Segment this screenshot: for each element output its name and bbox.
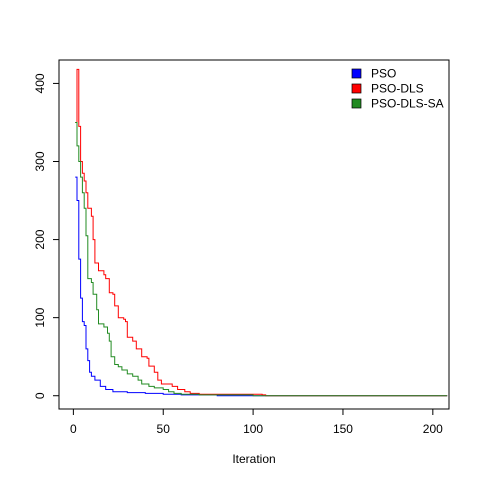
legend-swatch-0 [351,68,362,79]
y-tick-label-0: 0 [33,392,47,399]
legend-label-1: PSO-DLS [371,82,424,96]
legend-swatch-2 [351,98,362,109]
x-tick-label-3: 150 [333,422,353,436]
x-tick-label-1: 50 [157,422,171,436]
x-axis-label: Iteration [232,452,275,466]
y-tick-label-1: 100 [33,307,47,327]
series-line-1 [75,68,448,397]
y-tick-label-3: 300 [33,151,47,171]
y-tick-label-4: 400 [33,73,47,93]
y-tick-label-2: 200 [33,229,47,249]
plot-frame [58,59,450,410]
x-tick-label-2: 100 [243,422,263,436]
legend-label-2: PSO-DLS-SA [371,97,444,111]
plot-lines [75,68,448,397]
legend-label-0: PSO [371,67,396,81]
series-line-2 [75,122,448,397]
x-tick-label-4: 200 [423,422,443,436]
series-line-0 [75,176,448,397]
x-tick-label-0: 0 [70,422,77,436]
y-axis: 0 100 200 300 400 [33,73,59,399]
legend-swatch-1 [351,83,362,94]
x-axis: 0 50 100 150 200 [70,409,443,436]
